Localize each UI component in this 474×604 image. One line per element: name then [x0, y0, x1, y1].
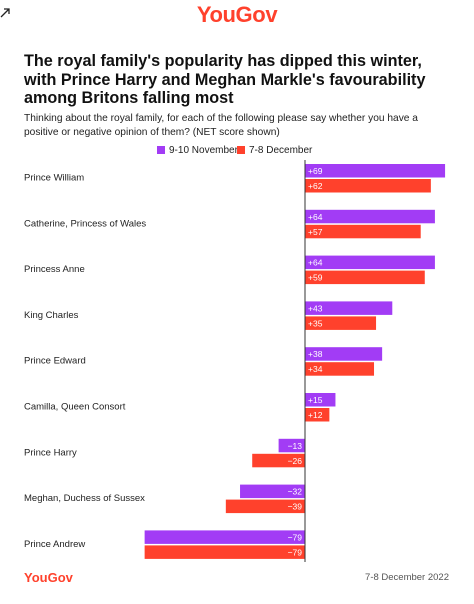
bar-meghan-duchess-of-sussex-9-10-november — [240, 484, 305, 499]
brand-logo: YouGov — [196, 2, 278, 27]
chart-title: The royal family's popularity has dipped… — [24, 52, 426, 107]
category-label-camilla-queen-consort: Camilla, Queen Consort — [24, 402, 126, 413]
data-label-catherine-princess-of-wales-9-10-november: +64 — [308, 212, 323, 222]
category-label-king-charles: King Charles — [24, 310, 79, 321]
bar-prince-andrew-9-10-november — [144, 530, 305, 544]
data-label-prince-edward-9-10-november: +38 — [308, 349, 323, 359]
category-label-prince-edward: Prince Edward — [24, 356, 86, 367]
bar-king-charles-9-10-november — [305, 301, 393, 315]
data-label-prince-harry-7-8-december: −26 — [288, 456, 303, 466]
data-label-catherine-princess-of-wales-7-8-december: +57 — [308, 227, 323, 237]
bar-catherine-princess-of-wales-7-8-december — [305, 224, 421, 239]
bar-prince-andrew-7-8-december — [144, 545, 305, 559]
legend-label-december: 7-8 December — [249, 145, 313, 156]
chart-subtitle: Thinking about the royal family, for eac… — [24, 113, 418, 138]
data-label-camilla-queen-consort-7-8-december: +12 — [308, 410, 323, 420]
data-label-king-charles-9-10-november: +43 — [308, 303, 323, 313]
legend-label-november: 9-10 November — [169, 145, 238, 156]
data-label-prince-andrew-9-10-november: −79 — [288, 532, 303, 542]
footer-date: 7-8 December 2022 — [365, 572, 449, 583]
bar-prince-william-7-8-december — [305, 179, 431, 193]
data-label-prince-william-9-10-november: +69 — [308, 166, 323, 176]
bar-prince-edward-9-10-november — [305, 347, 383, 361]
data-label-camilla-queen-consort-9-10-november: +15 — [308, 395, 323, 405]
bar-catherine-princess-of-wales-9-10-november — [305, 209, 435, 224]
bar-meghan-duchess-of-sussex-7-8-december — [225, 499, 305, 514]
bar-king-charles-7-8-december — [305, 316, 377, 330]
data-label-princess-anne-7-8-december: +59 — [308, 273, 323, 283]
data-label-prince-edward-7-8-december: +34 — [308, 364, 323, 374]
bar-prince-harry-9-10-november — [278, 438, 305, 453]
category-label-prince-william: Prince William — [24, 173, 84, 184]
category-label-meghan-duchess-of-sussex: Meghan, Duchess of Sussex — [24, 493, 145, 504]
data-label-meghan-duchess-of-sussex-7-8-december: −39 — [288, 502, 303, 512]
bar-camilla-queen-consort-7-8-december — [305, 408, 330, 422]
legend-swatch-december — [237, 146, 245, 154]
bar-camilla-queen-consort-9-10-november — [305, 393, 336, 407]
category-label-prince-harry: Prince Harry — [24, 447, 77, 458]
legend-item-november: 9-10 November — [157, 145, 238, 156]
data-label-prince-william-7-8-december: +62 — [308, 181, 323, 191]
data-label-prince-andrew-7-8-december: −79 — [288, 547, 303, 557]
bar-princess-anne-7-8-december — [305, 270, 425, 285]
category-label-catherine-princess-of-wales: Catherine, Princess of Wales — [24, 218, 146, 229]
external-link-icon[interactable] — [0, 8, 10, 18]
category-label-prince-andrew: Prince Andrew — [24, 539, 85, 550]
category-label-princess-anne: Princess Anne — [24, 264, 85, 275]
legend-swatch-november — [157, 146, 165, 154]
footer-logo: YouGov — [24, 570, 73, 585]
bar-prince-harry-7-8-december — [252, 453, 305, 468]
legend-item-december: 7-8 December — [237, 145, 312, 156]
bar-princess-anne-9-10-november — [305, 255, 435, 270]
data-label-prince-harry-9-10-november: −13 — [288, 441, 303, 451]
data-label-princess-anne-9-10-november: +64 — [308, 258, 323, 268]
data-label-king-charles-7-8-december: +35 — [308, 318, 323, 328]
bar-prince-william-9-10-november — [305, 164, 446, 178]
bar-prince-edward-7-8-december — [305, 362, 375, 376]
data-label-meghan-duchess-of-sussex-9-10-november: −32 — [288, 487, 303, 497]
